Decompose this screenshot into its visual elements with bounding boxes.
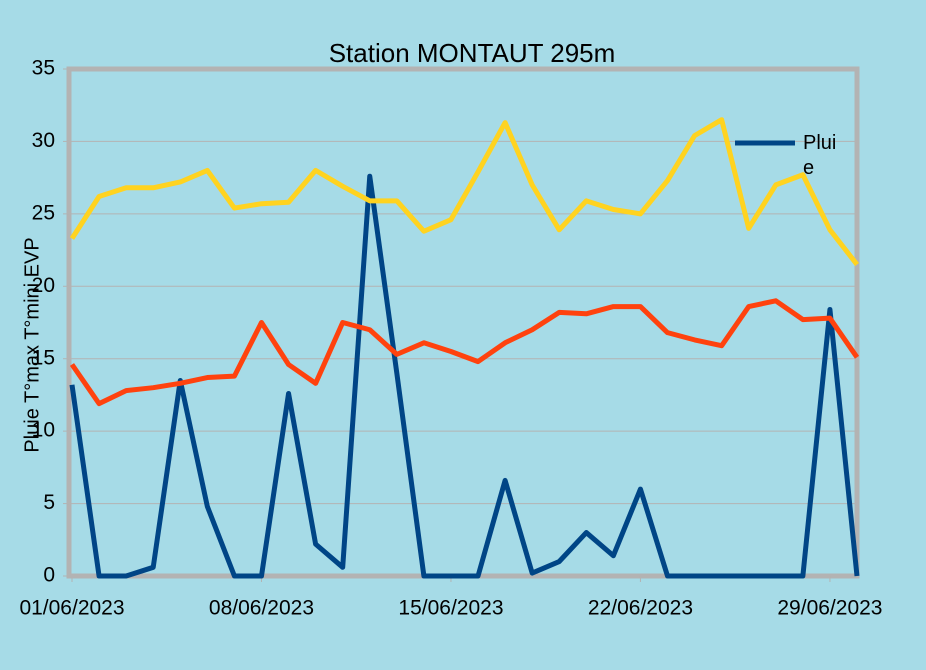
x-tick-label: 15/06/2023 xyxy=(398,597,503,620)
x-tick-label: 08/06/2023 xyxy=(209,597,314,620)
x-tick-label: 29/06/2023 xyxy=(777,597,882,620)
y-tick-label: 25 xyxy=(32,201,55,224)
legend-label: Pluie xyxy=(803,132,837,179)
y-axis-label: Pluie T°max T°mini EVP xyxy=(21,237,43,452)
y-tick-label: 15 xyxy=(32,346,55,369)
y-tick-label: 5 xyxy=(43,491,55,514)
y-tick-label: 35 xyxy=(32,57,55,80)
y-tick-label: 20 xyxy=(32,274,55,297)
series-line xyxy=(69,117,859,267)
chart-title: Station MONTAUT 295m xyxy=(329,38,616,68)
series-line xyxy=(69,298,860,407)
y-tick-label: 10 xyxy=(32,419,55,442)
x-tick-label: 22/06/2023 xyxy=(588,597,693,620)
series-line xyxy=(69,173,860,579)
y-tick-label: 30 xyxy=(32,129,55,152)
y-tick-label: 0 xyxy=(43,564,55,587)
x-tick-label: 01/06/2023 xyxy=(19,597,124,620)
